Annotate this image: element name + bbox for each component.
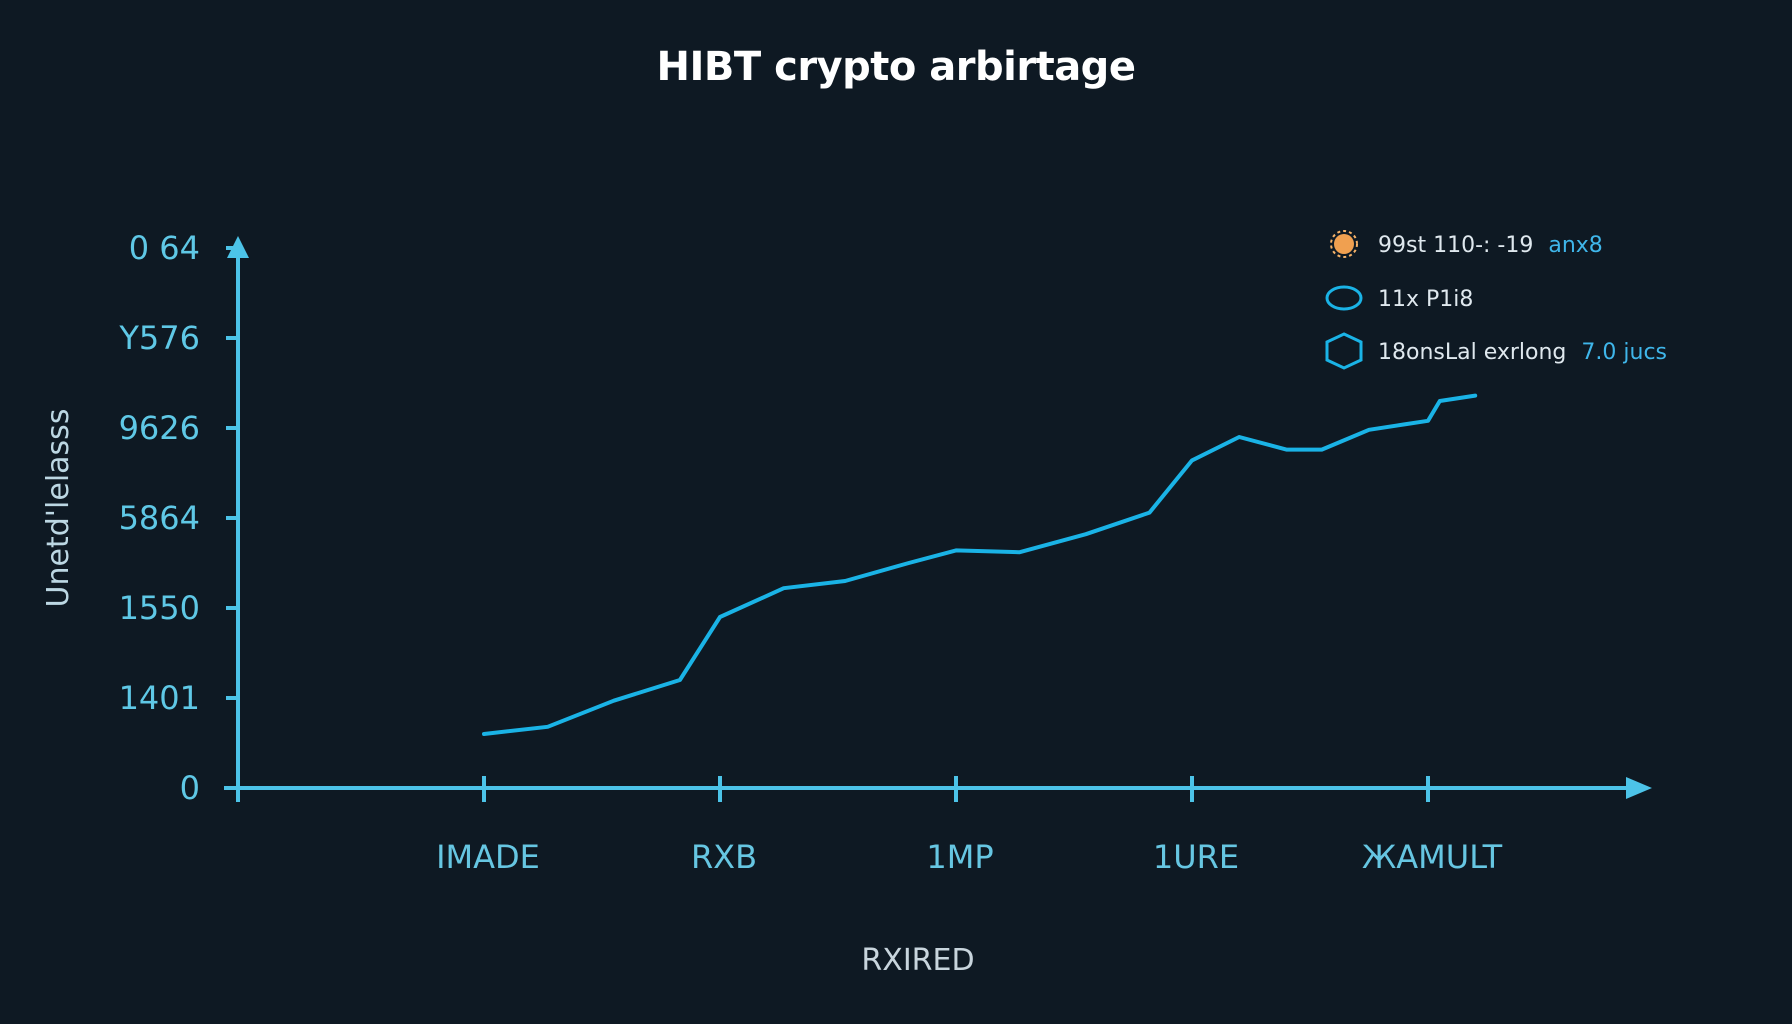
legend-item-3-accent: 7.0 jucs: [1581, 340, 1667, 365]
x-axis-arrow: [1626, 777, 1652, 799]
series-line: [482, 393, 1478, 736]
x-tick-labels: IMADE RXB 1MP 1URE ЖAMULT: [436, 776, 1503, 876]
y-tick-label: 0: [180, 769, 200, 807]
legend-item-1-accent: anx8: [1548, 233, 1602, 258]
legend: 99st 110-: -19 anx8 11x P1i8 18onsLal ex…: [1325, 230, 1667, 370]
svg-text:11x P1i8: 11x P1i8: [1378, 287, 1473, 312]
legend-item-3-label: 18onsLal exrlong: [1378, 340, 1566, 365]
y-tick-labels: 0 1401 1550 5864 9626 Y576 0 64: [118, 229, 238, 807]
legend-item-2-label: 11x P1i8: [1378, 287, 1473, 312]
x-axis-label: RXIRED: [861, 943, 974, 978]
y-axis-label: Unetd'lelasss: [41, 409, 76, 608]
y-tick-label: 5864: [119, 499, 200, 537]
chart-title: HIBT crypto arbirtage: [656, 44, 1136, 90]
x-tick-label: RXB: [691, 838, 757, 876]
y-tick-label: 1401: [119, 679, 200, 717]
legend-item-3: 18onsLal exrlong 7.0 jucs: [1325, 332, 1667, 370]
axes: [224, 236, 1652, 802]
x-tick-label: 1URE: [1153, 838, 1239, 876]
sun-icon: [1330, 230, 1358, 258]
ellipse-icon: [1325, 285, 1363, 311]
legend-item-1-label: 99st 110-: -19: [1378, 233, 1533, 258]
x-tick-label: IMADE: [436, 838, 540, 876]
series-layer: [482, 393, 1478, 736]
svg-text:99st 110-: -19 anx8: 99st 110-: -19 anx8: [1378, 233, 1603, 258]
y-tick-label: Y576: [118, 319, 200, 357]
y-tick-label: 9626: [119, 409, 200, 447]
legend-item-1: 99st 110-: -19 anx8: [1330, 230, 1603, 258]
svg-text:18onsLal exrlong 7.0 j: 18onsLal exrlong 7.0 jucs: [1378, 340, 1667, 365]
legend-item-2: 11x P1i8: [1325, 285, 1473, 312]
x-tick-label: ЖAMULT: [1362, 838, 1503, 876]
hexagon-icon: [1325, 332, 1363, 370]
y-tick-label: 0 64: [129, 229, 200, 267]
y-tick-label: 1550: [119, 589, 200, 627]
x-tick-label: 1MP: [926, 838, 993, 876]
